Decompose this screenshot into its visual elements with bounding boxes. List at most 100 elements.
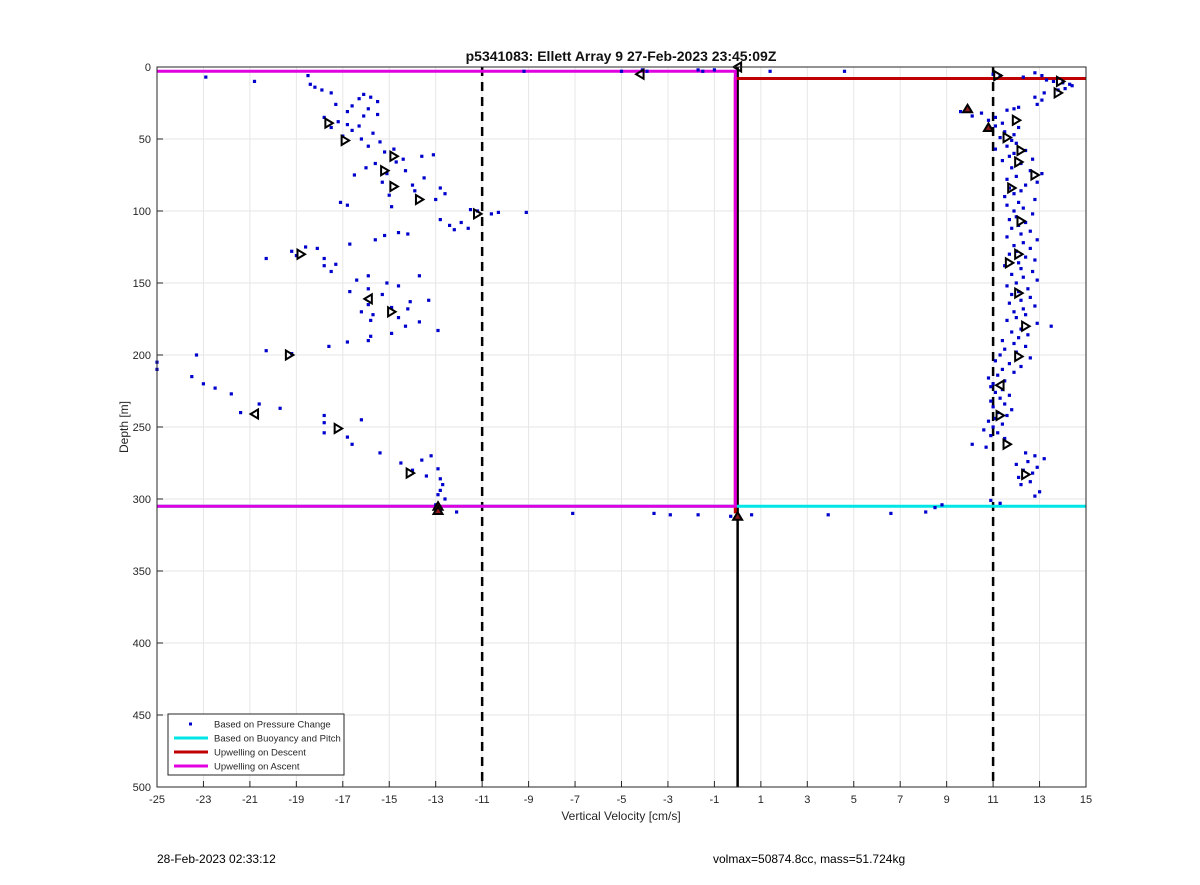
data-point bbox=[1070, 84, 1074, 88]
data-point bbox=[1010, 226, 1014, 230]
data-point bbox=[364, 166, 368, 170]
data-point bbox=[357, 124, 361, 128]
direction-marker bbox=[340, 134, 352, 147]
data-point bbox=[366, 274, 370, 278]
x-tick-label: 3 bbox=[804, 794, 810, 806]
footer-info: volmax=50874.8cc, mass=51.724kg bbox=[713, 852, 906, 866]
data-point bbox=[1005, 235, 1009, 239]
data-point bbox=[420, 458, 424, 462]
x-tick-label: -7 bbox=[570, 794, 580, 806]
data-point bbox=[348, 242, 352, 246]
data-point bbox=[1021, 307, 1025, 311]
data-point bbox=[489, 212, 493, 216]
data-point bbox=[408, 300, 412, 304]
data-point bbox=[989, 399, 993, 403]
data-point bbox=[290, 249, 294, 253]
data-point bbox=[366, 107, 370, 111]
direction-marker bbox=[431, 504, 445, 516]
data-point bbox=[1033, 197, 1037, 202]
data-point bbox=[1007, 362, 1011, 366]
data-point bbox=[989, 385, 993, 389]
data-point bbox=[712, 68, 716, 72]
x-tick-label: -9 bbox=[524, 794, 534, 806]
direction-marker bbox=[387, 305, 398, 319]
y-tick-label: 250 bbox=[133, 422, 151, 434]
data-point bbox=[1033, 71, 1037, 75]
data-point bbox=[1033, 454, 1037, 458]
data-point bbox=[1000, 159, 1004, 163]
data-point bbox=[842, 69, 847, 73]
data-point bbox=[1007, 186, 1011, 190]
data-point bbox=[443, 192, 447, 196]
data-point bbox=[1021, 241, 1025, 245]
data-point bbox=[345, 340, 349, 344]
direction-marker bbox=[731, 510, 744, 521]
data-point bbox=[1000, 339, 1004, 343]
data-point bbox=[1021, 206, 1025, 210]
data-point bbox=[385, 172, 389, 176]
direction-marker bbox=[1016, 144, 1027, 157]
data-point bbox=[322, 413, 326, 418]
data-point bbox=[1035, 278, 1039, 282]
direction-marker bbox=[1053, 86, 1065, 100]
data-point bbox=[993, 359, 997, 363]
data-point bbox=[1003, 436, 1007, 441]
data-point bbox=[329, 91, 333, 95]
direction-marker bbox=[405, 466, 417, 480]
data-point bbox=[352, 173, 356, 177]
data-point bbox=[1005, 203, 1009, 207]
data-point bbox=[645, 69, 649, 73]
data-point bbox=[1021, 75, 1025, 79]
data-point bbox=[940, 503, 944, 507]
legend: Based on Pressure Change Based on Buoyanc… bbox=[167, 713, 345, 776]
data-point bbox=[459, 220, 463, 225]
data-point bbox=[1031, 269, 1035, 274]
data-point bbox=[991, 405, 995, 409]
data-point bbox=[306, 74, 310, 78]
data-point bbox=[668, 513, 672, 517]
data-point bbox=[455, 510, 459, 514]
data-point bbox=[229, 392, 233, 396]
data-point bbox=[986, 118, 991, 122]
x-tick-label: 15 bbox=[1080, 794, 1092, 806]
data-point bbox=[1014, 215, 1018, 219]
data-point bbox=[1049, 324, 1053, 328]
data-point bbox=[1021, 275, 1025, 279]
x-tick-label: -5 bbox=[617, 794, 627, 806]
data-point bbox=[378, 140, 382, 144]
y-tick-label: 50 bbox=[139, 134, 151, 146]
footer-timestamp: 28-Feb-2023 02:33:12 bbox=[157, 852, 276, 866]
data-point bbox=[1007, 301, 1011, 305]
data-point bbox=[366, 303, 370, 307]
data-point bbox=[1017, 105, 1021, 109]
x-tick-label: -13 bbox=[428, 794, 444, 806]
x-axis-label: Vertical Velocity [cm/s] bbox=[561, 809, 680, 823]
axis-ticks: -25 -23 -21 -19 -17 -15 -13 -11 -9 -7 -5 -3 -1 1 3 5 7 9 1… bbox=[133, 62, 1092, 806]
data-point bbox=[376, 100, 380, 104]
data-point bbox=[696, 513, 700, 517]
data-point bbox=[1031, 212, 1035, 216]
direction-marker bbox=[1002, 438, 1013, 451]
data-point bbox=[362, 92, 366, 96]
data-point bbox=[979, 111, 984, 115]
x-tick-label: -1 bbox=[710, 794, 720, 806]
data-point bbox=[1005, 284, 1009, 288]
data-point bbox=[970, 442, 974, 446]
data-point bbox=[993, 147, 997, 151]
series-line bbox=[157, 69, 737, 508]
x-tick-label: -15 bbox=[381, 794, 397, 806]
data-point bbox=[315, 246, 319, 250]
data-point bbox=[366, 144, 370, 148]
data-point bbox=[438, 186, 442, 190]
data-point bbox=[1035, 321, 1039, 325]
data-point bbox=[1035, 102, 1039, 106]
data-point bbox=[204, 75, 208, 79]
data-point bbox=[993, 390, 997, 394]
data-point bbox=[201, 382, 205, 386]
data-point bbox=[190, 375, 194, 379]
x-tick-label: 5 bbox=[851, 794, 857, 806]
data-point bbox=[750, 513, 754, 517]
data-point bbox=[1019, 267, 1023, 271]
data-point bbox=[410, 183, 415, 187]
data-point bbox=[413, 189, 417, 193]
